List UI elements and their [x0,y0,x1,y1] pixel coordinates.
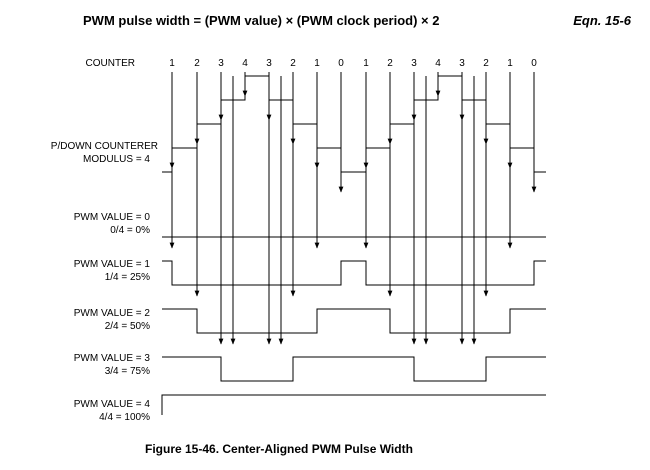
pwm-label-2-line1: PWM VALUE = 2 [73,308,150,319]
pwm-label-4-line2: 4/4 = 100% [99,412,150,423]
equation-number: Eqn. 15-6 [573,13,631,28]
pwm-waveform-1 [162,260,546,286]
counter-sequence: 1 2 3 4 3 2 1 0 1 2 3 4 3 2 1 0 [169,58,537,69]
counter-tick: 4 [242,58,248,69]
counter-label: COUNTER [85,58,135,69]
counter-tick: 3 [266,58,272,69]
updown-label: UP/DOWN COUNTERER MODULUS = 4 [36,140,158,166]
updown-label-line2: MODULUS = 4 [83,154,150,165]
pwm-label-1: PWM VALUE = 1 1/4 = 25% [74,258,150,284]
pwm-waveform-4 [161,394,546,415]
equation-text: PWM pulse width = (PWM value) × (PWM clo… [83,13,440,28]
counter-tick: 2 [483,58,489,69]
counter-tick: 3 [218,58,224,69]
counter-tick: 3 [459,58,465,69]
counter-tick: 1 [507,58,513,69]
counter-tick: 2 [194,58,200,69]
counter-tick: 2 [387,58,393,69]
pwm-label-4: PWM VALUE = 4 4/4 = 100% [74,398,150,424]
counter-tick: 1 [169,58,175,69]
counter-tick: 0 [338,58,344,69]
pwm-label-3-line1: PWM VALUE = 3 [73,353,150,364]
counter-tick: 1 [314,58,320,69]
pwm-label-4-line1: PWM VALUE = 4 [73,399,150,410]
pwm-label-1-line1: PWM VALUE = 1 [73,259,150,270]
pwm-label-2-line2: 2/4 = 50% [104,321,150,332]
pwm-waveforms [161,76,546,415]
counter-tick: 0 [531,58,537,69]
counter-tick: 3 [411,58,417,69]
updown-label-line1: UP/DOWN COUNTERER [43,141,158,152]
pwm-label-3-line2: 3/4 = 75% [104,366,150,377]
pwm-label-3: PWM VALUE = 3 3/4 = 75% [74,352,150,378]
counter-arrows [169,72,537,193]
pwm-waveform-3 [162,356,546,382]
figure-caption: Figure 15-46. Center-Aligned PWM Pulse W… [145,442,413,456]
pwm-label-0: PWM VALUE = 0 0/4 = 0% [74,211,150,237]
counter-tick: 4 [435,58,441,69]
pwm-waveform-2 [162,308,546,334]
pwm-label-2: PWM VALUE = 2 2/4 = 50% [74,307,150,333]
pwm-label-0-line2: 0/4 = 0% [110,225,150,236]
pwm-label-1-line2: 1/4 = 25% [104,272,150,283]
updown-counter-waveform [162,75,546,173]
pwm-label-0-line1: PWM VALUE = 0 [73,212,150,223]
counter-tick: 1 [363,58,369,69]
counter-tick: 2 [290,58,296,69]
